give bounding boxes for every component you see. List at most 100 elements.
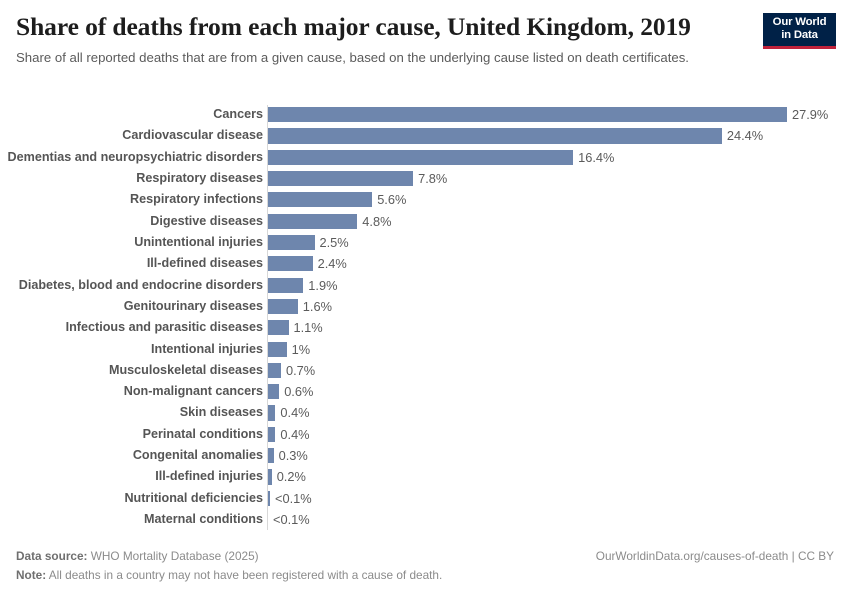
chart-footer: Data source: WHO Mortality Database (202… bbox=[0, 548, 850, 600]
bar-row[interactable]: Intentional injuries 1% bbox=[0, 339, 850, 360]
bar-category-label: Intentional injuries bbox=[151, 341, 263, 356]
bar-category-label: Non-malignant cancers bbox=[123, 384, 263, 399]
bar-category-label: Congenital anomalies bbox=[132, 448, 263, 463]
bar-value-label: 1.1% bbox=[293, 320, 323, 336]
bar-container: 0.7% bbox=[268, 362, 315, 379]
note-label: Note: bbox=[16, 568, 47, 582]
bar-container: 4.8% bbox=[268, 213, 391, 229]
bar-value-label: 27.9% bbox=[792, 107, 829, 122]
bar[interactable] bbox=[268, 469, 272, 485]
bar[interactable] bbox=[268, 384, 280, 400]
source-link[interactable]: OurWorldinData.org/causes-of-death | CC … bbox=[595, 549, 834, 563]
bar-value-label: 0.3% bbox=[278, 448, 308, 464]
bar-row[interactable]: Cancers 27.9% bbox=[0, 104, 850, 125]
data-source-value: WHO Mortality Database (2025) bbox=[90, 549, 259, 563]
bar-container: 16.4% bbox=[268, 149, 614, 165]
chart-header: Share of deaths from each major cause, U… bbox=[0, 0, 850, 68]
bar-container: 2.5% bbox=[268, 234, 349, 251]
bar-row[interactable]: Maternal conditions <0.1% bbox=[0, 509, 850, 530]
bar[interactable] bbox=[268, 277, 304, 293]
bar-row[interactable]: Congenital anomalies 0.3% bbox=[0, 445, 850, 466]
bar-row[interactable]: Musculoskeletal diseases 0.7% bbox=[0, 360, 850, 381]
logo-accent-rule bbox=[763, 46, 836, 49]
bar-row[interactable]: Non-malignant cancers 0.6% bbox=[0, 381, 850, 402]
bar[interactable] bbox=[268, 107, 787, 123]
bar-value-label: 2.4% bbox=[317, 256, 347, 272]
bar-row[interactable]: Infectious and parasitic diseases 1.1% bbox=[0, 317, 850, 338]
bar[interactable] bbox=[268, 149, 574, 165]
bar-row[interactable]: Diabetes, blood and endocrine disorders 1… bbox=[0, 275, 850, 296]
bar-container: 2.4% bbox=[268, 256, 347, 272]
bar-container: 1.9% bbox=[268, 277, 337, 293]
bar-row[interactable]: Ill-defined diseases 2.4% bbox=[0, 253, 850, 274]
bar-row[interactable]: Respiratory infections 5.6% bbox=[0, 189, 850, 210]
bar-container: 0.4% bbox=[268, 426, 310, 442]
bar-category-label: Genitourinary diseases bbox=[123, 298, 263, 313]
footer-note-row: Note: All deaths in a country may not ha… bbox=[16, 567, 834, 586]
bar-row[interactable]: Perinatal conditions 0.4% bbox=[0, 424, 850, 445]
bar-category-label: Maternal conditions bbox=[144, 512, 263, 527]
bar[interactable] bbox=[268, 341, 287, 357]
our-world-in-data-logo[interactable]: Our World in Data bbox=[763, 13, 836, 49]
bar-container: <0.1% bbox=[268, 490, 312, 506]
bar-value-label: 7.8% bbox=[418, 170, 448, 186]
bar-row[interactable]: Unintentional injuries 2.5% bbox=[0, 232, 850, 253]
bar[interactable] bbox=[268, 256, 313, 272]
bar-row[interactable]: Digestive diseases 4.8% bbox=[0, 211, 850, 232]
bar-container: 1.6% bbox=[268, 298, 332, 315]
bar-container: 5.6% bbox=[268, 192, 406, 208]
bar-value-label: 1.6% bbox=[302, 298, 332, 314]
bar-category-label: Diabetes, blood and endocrine disorders bbox=[18, 277, 263, 292]
bar-category-label: Cancers bbox=[213, 107, 263, 121]
bar-value-label: 16.4% bbox=[578, 149, 615, 165]
logo-line-2: in Data bbox=[781, 29, 818, 41]
bar-category-label: Dementias and neuropsychiatric disorders bbox=[7, 149, 263, 164]
bar-value-label: 2.5% bbox=[319, 234, 349, 250]
bar-container: 0.6% bbox=[268, 384, 313, 400]
bar-row[interactable]: Cardiovascular disease 24.4% bbox=[0, 125, 850, 146]
bar[interactable] bbox=[268, 128, 722, 144]
bar[interactable] bbox=[268, 405, 276, 421]
bar-container: 7.8% bbox=[268, 170, 447, 187]
data-source-label: Data source: bbox=[16, 549, 88, 563]
bar[interactable] bbox=[268, 490, 270, 506]
bar-container: 27.9% bbox=[268, 107, 828, 123]
bar-value-label: 0.2% bbox=[276, 469, 306, 485]
bar-row[interactable]: Genitourinary diseases 1.6% bbox=[0, 296, 850, 317]
bar-value-label: 1% bbox=[291, 341, 311, 357]
bar-category-label: Nutritional deficiencies bbox=[124, 490, 263, 505]
bar-value-label: 0.6% bbox=[284, 384, 314, 400]
bar-row[interactable]: Skin diseases 0.4% bbox=[0, 402, 850, 423]
bar-value-label: 0.7% bbox=[286, 362, 316, 378]
data-source: Data source: WHO Mortality Database (202… bbox=[16, 548, 259, 565]
bar-category-label: Respiratory diseases bbox=[136, 170, 263, 185]
bar-category-label: Skin diseases bbox=[179, 405, 263, 420]
bar[interactable] bbox=[268, 362, 281, 379]
bar-value-label: 24.4% bbox=[726, 128, 764, 144]
footer-note: Note: All deaths in a country may not ha… bbox=[16, 567, 442, 584]
bar-value-label: <0.1% bbox=[275, 490, 312, 506]
bar[interactable] bbox=[268, 170, 414, 187]
bar-container: 0.2% bbox=[268, 469, 306, 485]
bar-value-label: <0.1% bbox=[273, 512, 310, 528]
bar[interactable] bbox=[268, 448, 274, 464]
bar-category-label: Musculoskeletal diseases bbox=[108, 362, 263, 377]
bar-row[interactable]: Dementias and neuropsychiatric disorders… bbox=[0, 147, 850, 168]
bar-row[interactable]: Respiratory diseases 7.8% bbox=[0, 168, 850, 189]
bar[interactable] bbox=[268, 192, 373, 208]
bar-value-label: 0.4% bbox=[280, 405, 310, 421]
bar[interactable] bbox=[268, 234, 315, 251]
bar[interactable] bbox=[268, 213, 358, 229]
bar[interactable] bbox=[268, 298, 298, 315]
logo-line-1: Our World bbox=[772, 16, 827, 28]
bar-value-label: 4.8% bbox=[362, 213, 392, 229]
bar-container: 1% bbox=[268, 341, 310, 357]
bar-value-label: 0.4% bbox=[280, 426, 310, 442]
bar[interactable] bbox=[268, 426, 276, 442]
bar-row[interactable]: Nutritional deficiencies <0.1% bbox=[0, 488, 850, 509]
bar-container: 24.4% bbox=[268, 128, 763, 144]
bar[interactable] bbox=[268, 320, 289, 336]
bar-row[interactable]: Ill-defined injuries 0.2% bbox=[0, 466, 850, 487]
bar-value-label: 5.6% bbox=[377, 192, 407, 208]
